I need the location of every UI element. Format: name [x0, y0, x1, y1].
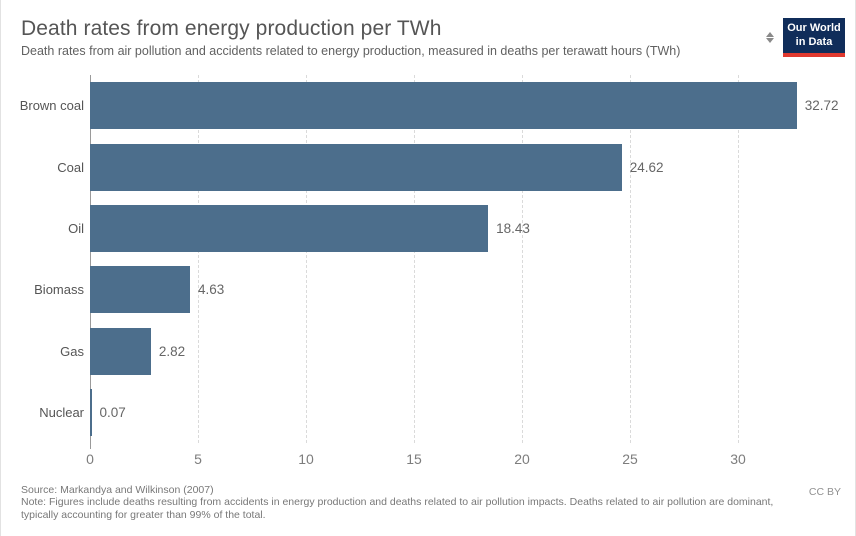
owid-logo-line2: in Data — [795, 35, 833, 48]
category-label: Biomass — [34, 282, 84, 298]
gridline — [522, 75, 523, 444]
license-link[interactable]: CC BY — [808, 486, 841, 498]
gridline — [738, 75, 739, 444]
bar-track: 4.63 — [90, 266, 855, 314]
x-axis: 0 5 10 15 20 25 30 — [86, 449, 850, 469]
chart-header: Death rates from energy production per T… — [1, 0, 855, 58]
sort-toggle-icon[interactable] — [764, 30, 776, 45]
bar-track: 18.43 — [90, 204, 855, 252]
x-tick-label: 30 — [730, 451, 746, 468]
value-label: 32.72 — [804, 98, 839, 114]
bar-gas[interactable] — [90, 327, 151, 375]
x-tick-label: 15 — [406, 451, 422, 468]
bar-row: Nuclear 0.07 — [1, 382, 855, 443]
category-label: Nuclear — [39, 404, 84, 420]
bar-row: Oil 18.43 — [1, 198, 855, 259]
bar-chart: Brown coal 32.72 Coal 24.62 Oil 18.43 Biomass 4… — [1, 75, 855, 467]
category-label: Oil — [68, 220, 84, 236]
x-tick-label: 25 — [622, 451, 638, 468]
bar-track: 24.62 — [90, 143, 855, 191]
bar-row: Gas 2.82 — [1, 320, 855, 381]
x-tick-label: 10 — [298, 451, 314, 468]
bar-brown-coal[interactable] — [90, 82, 797, 130]
bar-track: 32.72 — [90, 82, 855, 130]
chart-footer: Source: Markandya and Wilkinson (2007) N… — [21, 484, 841, 521]
bar-coal[interactable] — [90, 143, 622, 191]
arrow-down-icon — [766, 37, 774, 43]
gridline — [306, 75, 307, 444]
gridline — [414, 75, 415, 444]
bar-biomass[interactable] — [90, 266, 190, 314]
bar-track: 0.07 — [90, 388, 855, 436]
header-right: Our World in Data — [764, 18, 845, 57]
x-tick-label: 0 — [86, 451, 94, 468]
source-text: Source: Markandya and Wilkinson (2007) — [21, 484, 214, 496]
value-label: 18.43 — [496, 220, 530, 236]
header-text: Death rates from energy production per T… — [21, 16, 680, 58]
owid-logo[interactable]: Our World in Data — [783, 18, 845, 57]
value-label: 24.62 — [629, 159, 664, 175]
axis-zero-line — [90, 75, 91, 450]
category-label: Brown coal — [19, 98, 84, 114]
plot-rows: Brown coal 32.72 Coal 24.62 Oil 18.43 Biomass 4… — [1, 75, 855, 443]
value-label: 0.07 — [99, 404, 126, 420]
value-label: 2.82 — [158, 343, 186, 359]
bar-oil[interactable] — [90, 204, 489, 252]
note-text: Note: Figures include deaths resulting f… — [21, 496, 774, 521]
page-title: Death rates from energy production per T… — [21, 17, 442, 40]
bar-row: Biomass 4.63 — [1, 259, 855, 320]
owid-logo-line1: Our World — [787, 22, 841, 34]
bar-nuclear[interactable] — [90, 388, 92, 436]
gridline — [198, 75, 199, 444]
bar-track: 2.82 — [90, 327, 855, 375]
chart-subtitle: Death rates from air pollution and accid… — [21, 44, 681, 59]
arrow-up-icon — [766, 31, 774, 37]
x-tick-label: 20 — [514, 451, 530, 468]
bar-row: Coal 24.62 — [1, 136, 855, 197]
value-label: 4.63 — [198, 282, 225, 298]
gridlines — [90, 75, 850, 450]
gridline — [630, 75, 631, 444]
category-label: Gas — [60, 343, 84, 359]
x-tick-label: 5 — [194, 451, 202, 468]
category-label: Coal — [57, 159, 84, 175]
bar-row: Brown coal 32.72 — [1, 75, 855, 136]
